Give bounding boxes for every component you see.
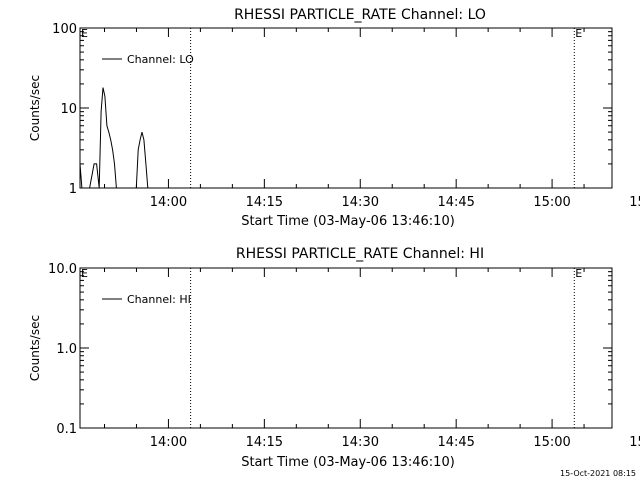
panel-1-eclipse-label: E: [81, 27, 88, 40]
panel-2-x-tick-label: 15:00: [533, 435, 570, 450]
footer-timestamp: 15-Oct-2021 08:15: [560, 469, 636, 478]
panel-1-x-tick-label: 14:00: [150, 195, 187, 210]
panel-1-y-tick-label: 1: [69, 182, 77, 197]
panel-1-title: RHESSI PARTICLE_RATE Channel: LO: [234, 7, 486, 23]
panel-2-x-tick-label: 14:00: [150, 435, 187, 450]
panel-2-x-tick-label: 15:15: [629, 435, 640, 450]
panel-1-plot-frame: [79, 27, 613, 189]
panel-2-group: RHESSI PARTICLE_RATE Channel: HI Counts/s…: [28, 246, 640, 470]
panel-1-y-axis-label: Counts/sec: [28, 75, 42, 141]
panel-1-x-axis-label: Start Time (03-May-06 13:46:10): [241, 214, 455, 229]
panel-1-x-tick-label: 15:00: [533, 195, 570, 210]
panel-2-eclipse-label: E: [575, 267, 582, 280]
panel-2-x-tick-label: 14:45: [437, 435, 474, 450]
panel-1-y-tick-label: 10: [60, 102, 77, 117]
panel-1-x-tick-label: 14:30: [342, 195, 379, 210]
panel-2-x-tick-label: 14:15: [246, 435, 283, 450]
panel-2-y-axis-label: Counts/sec: [28, 315, 42, 381]
panel-2-eclipse-label: E: [81, 267, 88, 280]
panel-1-legend-label: Channel: LO: [127, 53, 194, 66]
panel-2-legend-label: Channel: HI: [127, 293, 191, 306]
panel-2-x-tick-label: 14:30: [342, 435, 379, 450]
panel-1-y-tick-label: 100: [52, 22, 77, 37]
panel-1-x-tick-label: 14:15: [246, 195, 283, 210]
panel-2-y-tick-label: 1.0: [56, 342, 77, 357]
panel-2-y-tick-label: 0.1: [56, 422, 77, 437]
panel-2-x-axis-label: Start Time (03-May-06 13:46:10): [241, 455, 455, 470]
panel-2-y-tick-label: 10.0: [48, 262, 77, 277]
panel-1-x-tick-label: 14:45: [437, 195, 474, 210]
panel-2-plot-frame: [79, 267, 613, 429]
panel-2-title: RHESSI PARTICLE_RATE Channel: HI: [236, 246, 484, 262]
panel-1-group: RHESSI PARTICLE_RATE Channel: LO Counts/s…: [28, 7, 640, 229]
panel-1-x-tick-label: 15:15: [629, 195, 640, 210]
panel-1-series-line-1: [80, 87, 160, 188]
panel-1-eclipse-label: E: [575, 27, 582, 40]
